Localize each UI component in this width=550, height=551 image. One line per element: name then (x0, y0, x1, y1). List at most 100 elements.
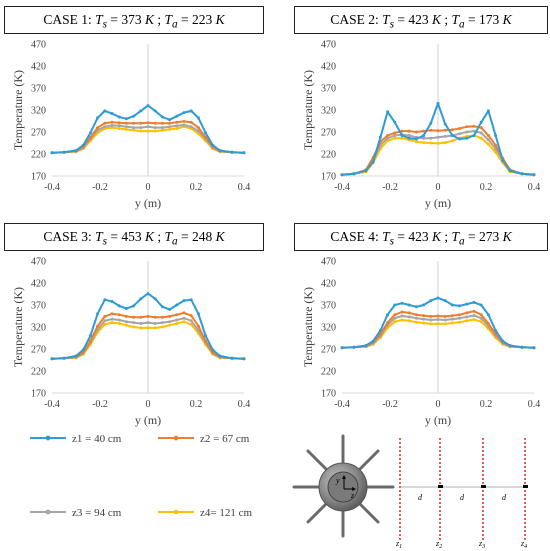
data-point (429, 128, 433, 132)
data-point (168, 125, 172, 129)
data-point (414, 140, 418, 144)
data-point (386, 134, 390, 137)
data-point (168, 307, 172, 311)
data-point (160, 128, 164, 132)
data-point (458, 137, 462, 141)
y-tick-label: 420 (31, 279, 46, 290)
data-point (132, 126, 136, 130)
y-tick-label: 370 (321, 301, 336, 312)
data-point (479, 131, 483, 135)
x-tick-label: -0.4 (334, 399, 350, 410)
spacing-label-3: d (502, 493, 507, 502)
legend-item-z3: z3 = 94 cm (30, 507, 122, 519)
data-point (465, 302, 469, 306)
y-tick-label: 220 (31, 367, 46, 378)
data-point (153, 322, 157, 325)
data-point (393, 320, 397, 324)
x-tick-label: 0 (436, 182, 441, 193)
legend: z1 = 40 cm z2 = 67 cm z3 = 94 cm z4= 121… (30, 433, 252, 519)
data-point (153, 326, 157, 330)
data-point (160, 121, 164, 125)
data-point (139, 126, 143, 130)
data-point (81, 143, 85, 147)
data-point (386, 321, 390, 325)
y-tick-label: 270 (31, 128, 46, 139)
data-point (400, 136, 404, 140)
data-point (139, 322, 143, 325)
y-tick-label: 170 (31, 172, 46, 183)
legend-marker-z3 (45, 509, 51, 515)
x-tick-label: 0.2 (190, 182, 203, 193)
data-point (160, 115, 164, 119)
x-axis-title: y (m) (135, 413, 161, 427)
legend-item-z4: z4= 121 cm (158, 507, 252, 519)
data-point (414, 316, 418, 320)
spacing-label-2: d (460, 493, 465, 502)
data-point (153, 121, 157, 125)
y-tick-label: 320 (31, 106, 46, 117)
data-point (182, 111, 186, 115)
data-point (117, 121, 121, 125)
data-point (168, 127, 172, 131)
data-point (146, 314, 150, 318)
data-point (50, 151, 54, 155)
data-point (400, 301, 404, 305)
data-point (182, 320, 186, 324)
data-point (175, 127, 179, 130)
case2-title-prefix: CASE 2: (330, 12, 383, 27)
data-point (146, 292, 150, 296)
data-point (117, 127, 121, 130)
data-point (486, 313, 490, 317)
data-point (436, 135, 440, 139)
case4-ta-value: 273 (479, 229, 500, 244)
data-point (458, 313, 462, 317)
data-point (196, 116, 200, 120)
data-point (479, 136, 483, 140)
data-point (407, 311, 411, 315)
case3-title-prefix: CASE 3: (43, 229, 96, 244)
data-point (110, 300, 114, 303)
y-tick-label: 470 (31, 257, 46, 268)
data-point (146, 121, 150, 125)
y-tick-label: 170 (31, 389, 46, 400)
data-point (124, 323, 128, 327)
x-tick-label: -0.4 (334, 182, 350, 193)
data-point (407, 303, 411, 307)
data-point (407, 319, 411, 323)
data-point (465, 125, 469, 129)
y-tick-label: 420 (321, 279, 336, 290)
data-point (486, 142, 490, 146)
data-point (139, 315, 143, 319)
probe-lines: d d d z1 z2 z3 z4 (395, 438, 528, 550)
data-point (139, 326, 143, 330)
data-point (175, 322, 179, 325)
data-point (110, 123, 114, 127)
data-point (124, 121, 128, 125)
case1-ts-value: 373 (121, 12, 142, 27)
data-point (242, 357, 246, 361)
data-point (153, 129, 157, 133)
coordinate-axes: y z (335, 475, 356, 500)
data-point (486, 109, 490, 113)
data-point (117, 304, 121, 308)
y-tick-label: 220 (321, 150, 336, 161)
data-point (103, 319, 107, 323)
data-point (124, 117, 128, 121)
data-point (117, 322, 121, 325)
data-point (479, 303, 483, 307)
x-tick-label: 0.2 (480, 399, 493, 410)
x-tick-label: 0.4 (238, 399, 251, 410)
y-axis-title: Temperature (K) (301, 70, 315, 150)
data-point (103, 125, 107, 129)
data-point (168, 121, 172, 125)
data-point (486, 322, 490, 325)
data-point (532, 173, 536, 177)
data-point (414, 305, 418, 309)
series-z1 (340, 296, 536, 350)
chart-case3: 170 220 270 320 370 420 470 -0.4 -0.2 0 0.2 0.4 y (m… (11, 257, 250, 428)
data-point (508, 169, 512, 173)
data-point (458, 304, 462, 308)
data-point (486, 138, 490, 142)
data-point (352, 172, 356, 176)
